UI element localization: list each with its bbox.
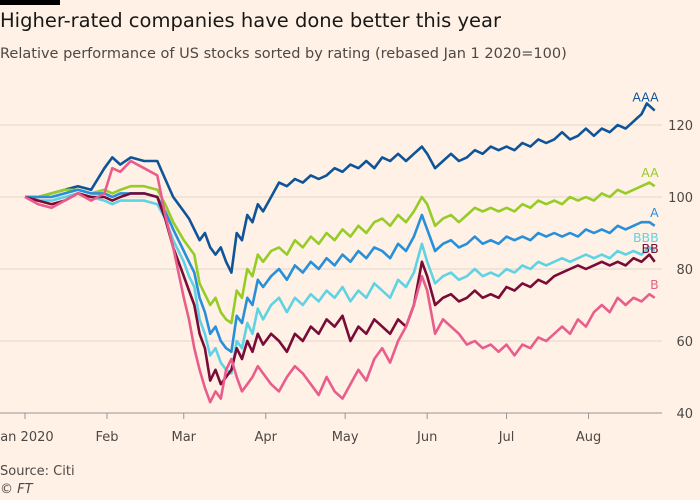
chart-title: Higher-rated companies have done better … xyxy=(0,9,501,32)
series-line-a xyxy=(25,188,656,354)
series-label-aa: AA xyxy=(641,165,659,180)
series-label-a: A xyxy=(650,205,659,220)
x-tick-label: May xyxy=(332,430,359,445)
x-tick-label: Aug xyxy=(576,430,601,445)
y-tick-label-100: 100 xyxy=(668,191,693,206)
credit-note: © FT xyxy=(0,482,33,497)
gridlines xyxy=(0,124,662,414)
series-lines xyxy=(24,102,656,404)
x-tick-label: Jan 2020 xyxy=(0,430,54,445)
line-chart: 40 60 80 100 120 Jan 2020 Feb Mar Apr May Jun Jul A… xyxy=(0,90,693,445)
y-tick-label-60: 60 xyxy=(676,335,693,350)
y-tick-labels: 40 60 80 100 120 xyxy=(668,119,693,422)
series-line-b xyxy=(24,159,656,404)
x-tick-label: Jul xyxy=(498,430,515,445)
series-label-b: B xyxy=(650,277,659,292)
ft-top-bar xyxy=(0,0,60,5)
series-line-aa xyxy=(25,181,656,325)
series-label-bbb: BBB xyxy=(633,230,659,245)
x-axis: Jan 2020 Feb Mar Apr May Jun Jul Aug xyxy=(0,413,601,445)
series-line-aaa xyxy=(25,102,656,274)
series-label-bb: BB xyxy=(642,241,659,256)
source-note: Source: Citi xyxy=(0,464,75,479)
chart-subtitle: Relative performance of US stocks sorted… xyxy=(0,46,567,62)
x-tick-label: Apr xyxy=(255,430,278,445)
y-tick-label-120: 120 xyxy=(668,119,693,134)
y-tick-label-80: 80 xyxy=(676,263,693,278)
series-label-aaa: AAA xyxy=(632,90,659,105)
y-tick-label-40: 40 xyxy=(676,407,693,422)
series-line-bbb xyxy=(24,192,656,375)
x-tick-label: Feb xyxy=(96,430,119,445)
x-tick-label: Jun xyxy=(416,430,437,445)
x-tick-label: Mar xyxy=(171,430,196,445)
